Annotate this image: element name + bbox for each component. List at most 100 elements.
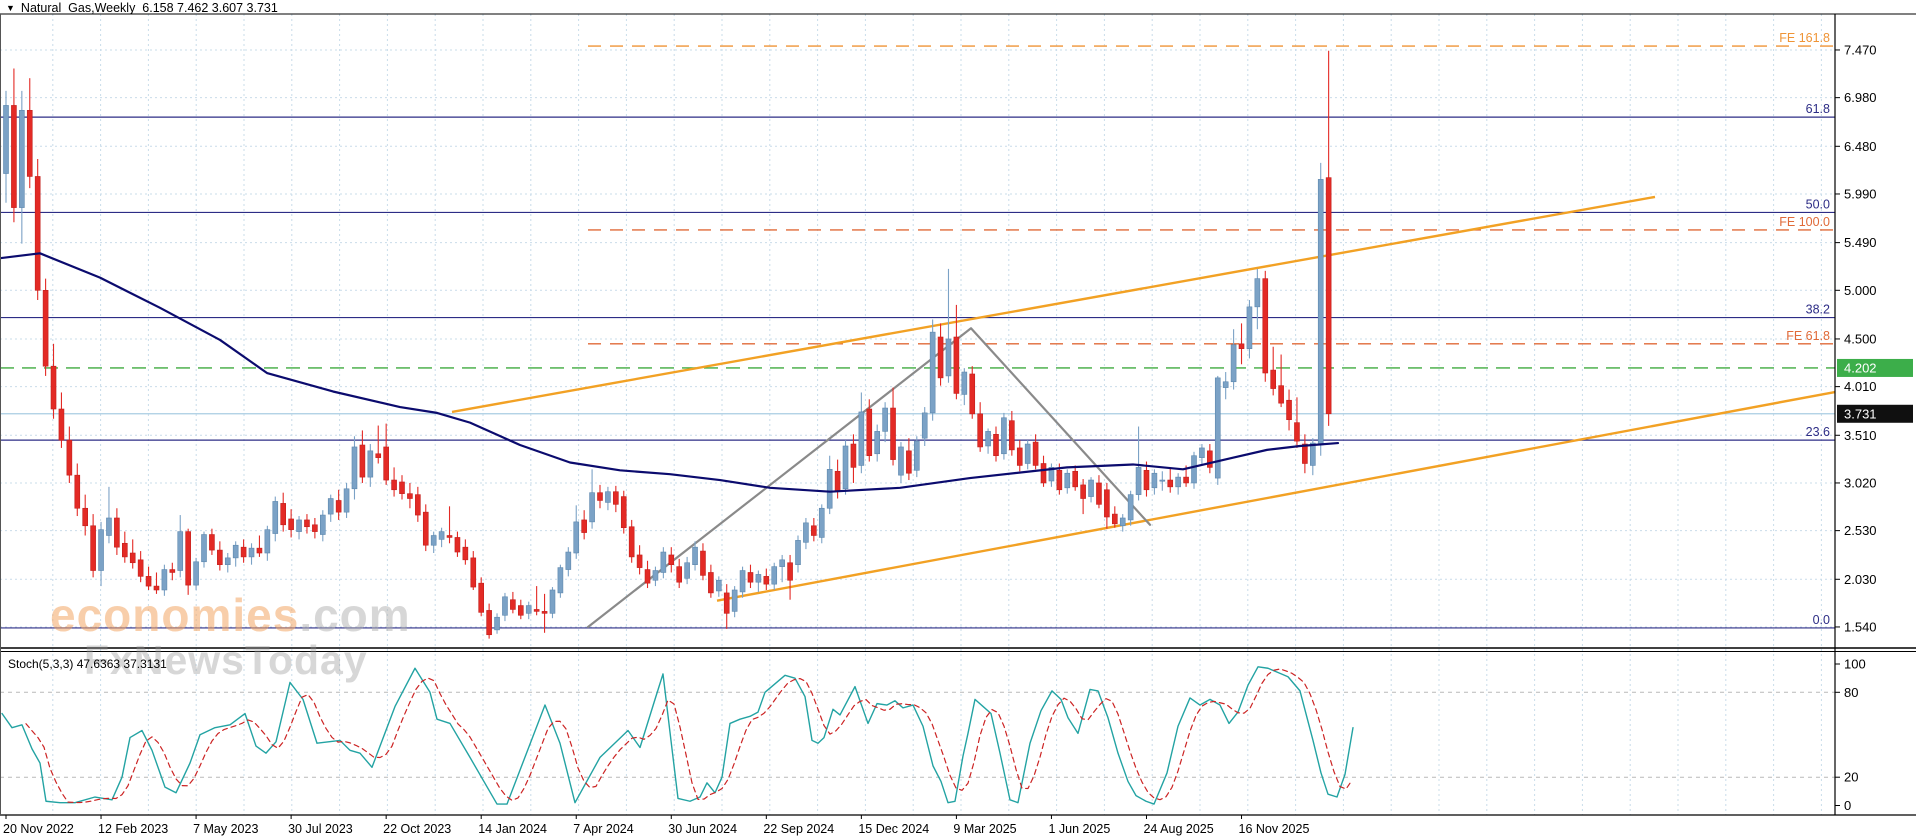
candlestick[interactable] — [1056, 470, 1063, 491]
candlestick[interactable] — [1159, 479, 1166, 482]
candlestick[interactable] — [296, 519, 302, 532]
candlestick[interactable] — [177, 531, 184, 571]
candlestick[interactable] — [985, 431, 991, 447]
candlestick[interactable] — [201, 534, 207, 563]
candlestick[interactable] — [351, 446, 358, 490]
candlestick[interactable] — [1262, 278, 1269, 374]
candlestick[interactable] — [1294, 422, 1300, 442]
candlestick[interactable] — [248, 547, 255, 558]
candlestick[interactable] — [430, 535, 437, 546]
candlestick[interactable] — [454, 537, 461, 553]
candlestick[interactable] — [708, 572, 714, 594]
candlestick[interactable] — [161, 569, 168, 591]
candlestick[interactable] — [953, 336, 960, 394]
candlestick[interactable] — [747, 572, 754, 583]
candlestick[interactable] — [890, 407, 896, 460]
candlestick[interactable] — [1001, 417, 1007, 455]
candlestick[interactable] — [676, 566, 683, 583]
candlestick[interactable] — [217, 549, 223, 565]
chevron-down-icon[interactable]: ▼ — [6, 3, 15, 13]
candlestick[interactable] — [700, 550, 706, 576]
candlestick[interactable] — [771, 566, 778, 585]
candlestick[interactable] — [993, 434, 999, 457]
candlestick[interactable] — [153, 585, 160, 591]
candlestick[interactable] — [145, 576, 152, 587]
candlestick[interactable] — [517, 605, 524, 616]
candlestick[interactable] — [779, 559, 785, 567]
candlestick[interactable] — [280, 503, 287, 526]
candlestick[interactable] — [343, 488, 350, 513]
candlestick[interactable] — [1080, 484, 1086, 499]
channel-lower-trendline[interactable] — [716, 390, 1836, 602]
candlestick[interactable] — [866, 408, 873, 457]
candlestick[interactable] — [1222, 381, 1229, 388]
candlestick[interactable] — [787, 562, 793, 581]
candlestick[interactable] — [415, 494, 421, 516]
candlestick[interactable] — [1286, 399, 1292, 421]
candlestick[interactable] — [42, 289, 49, 367]
candlestick[interactable] — [628, 526, 635, 558]
candlestick[interactable] — [1175, 476, 1181, 488]
candlestick[interactable] — [557, 567, 564, 594]
candlestick[interactable] — [1143, 470, 1150, 491]
candlestick[interactable] — [842, 445, 849, 490]
channel-upper-trendline[interactable] — [451, 195, 1656, 414]
candlestick[interactable] — [502, 596, 508, 616]
candlestick[interactable] — [1127, 494, 1134, 521]
candlestick[interactable] — [811, 525, 817, 536]
candlestick[interactable] — [533, 609, 540, 612]
candlestick[interactable] — [106, 517, 112, 536]
candlestick[interactable] — [185, 531, 191, 586]
candlestick[interactable] — [692, 546, 698, 565]
candlestick[interactable] — [961, 371, 968, 395]
candlestick[interactable] — [1016, 447, 1023, 466]
candlestick[interactable] — [1230, 344, 1237, 383]
candlestick[interactable] — [1238, 343, 1245, 349]
candlestick[interactable] — [882, 407, 888, 432]
candlestick[interactable] — [589, 492, 595, 523]
candlestick[interactable] — [224, 557, 231, 565]
candlestick[interactable] — [1310, 442, 1316, 466]
candlestick[interactable] — [438, 531, 445, 540]
candlestick[interactable] — [921, 412, 928, 439]
candlestick[interactable] — [715, 579, 722, 592]
candlestick[interactable] — [1151, 472, 1158, 489]
candlestick[interactable] — [850, 443, 857, 468]
candlestick[interactable] — [335, 500, 342, 513]
candlestick[interactable] — [668, 554, 675, 565]
candlestick[interactable] — [1104, 489, 1110, 518]
candlestick[interactable] — [137, 559, 144, 577]
candlestick[interactable] — [739, 570, 746, 593]
candlestick[interactable] — [1088, 479, 1094, 497]
candlestick[interactable] — [1199, 447, 1205, 458]
candlestick[interactable] — [1325, 177, 1332, 415]
candlestick[interactable] — [272, 501, 279, 534]
candlestick[interactable] — [929, 331, 936, 414]
candlestick[interactable] — [620, 496, 627, 529]
candlestick[interactable] — [1317, 179, 1324, 446]
candlestick[interactable] — [129, 552, 136, 564]
candlestick[interactable] — [304, 519, 310, 528]
candlestick[interactable] — [1191, 455, 1197, 484]
candlestick[interactable] — [763, 576, 770, 585]
candlestick[interactable] — [1112, 513, 1118, 525]
candlestick[interactable] — [945, 338, 952, 377]
candlestick[interactable] — [874, 431, 881, 455]
candlestick[interactable] — [549, 589, 556, 614]
candlestick[interactable] — [723, 592, 730, 614]
candlestick[interactable] — [486, 610, 492, 636]
candlestick[interactable] — [470, 557, 477, 588]
candlestick[interactable] — [209, 534, 215, 551]
candlestick[interactable] — [898, 446, 904, 476]
candlestick[interactable] — [818, 507, 825, 538]
candlestick[interactable] — [913, 440, 920, 471]
candlestick[interactable] — [312, 524, 318, 532]
candlestick[interactable] — [613, 491, 619, 505]
candlestick[interactable] — [597, 492, 603, 501]
candlestick[interactable] — [193, 561, 199, 586]
candlestick[interactable] — [525, 605, 532, 614]
candlestick[interactable] — [462, 546, 469, 561]
candlestick[interactable] — [1278, 385, 1284, 404]
candlestick[interactable] — [660, 551, 667, 573]
